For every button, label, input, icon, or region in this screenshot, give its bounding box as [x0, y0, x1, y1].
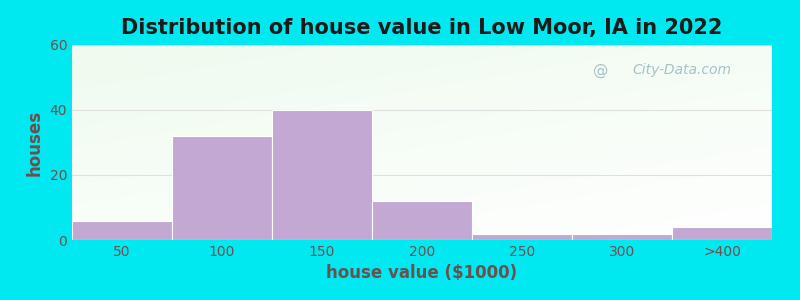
Y-axis label: houses: houses: [26, 110, 44, 176]
Bar: [672, 227, 772, 240]
Text: City-Data.com: City-Data.com: [632, 63, 731, 77]
Title: Distribution of house value in Low Moor, IA in 2022: Distribution of house value in Low Moor,…: [122, 18, 722, 38]
Bar: [272, 110, 372, 240]
Bar: [72, 220, 172, 240]
Bar: [172, 136, 272, 240]
Bar: [472, 233, 572, 240]
Text: @: @: [593, 63, 608, 78]
Bar: [572, 233, 672, 240]
X-axis label: house value ($1000): house value ($1000): [326, 264, 518, 282]
Bar: [372, 201, 472, 240]
